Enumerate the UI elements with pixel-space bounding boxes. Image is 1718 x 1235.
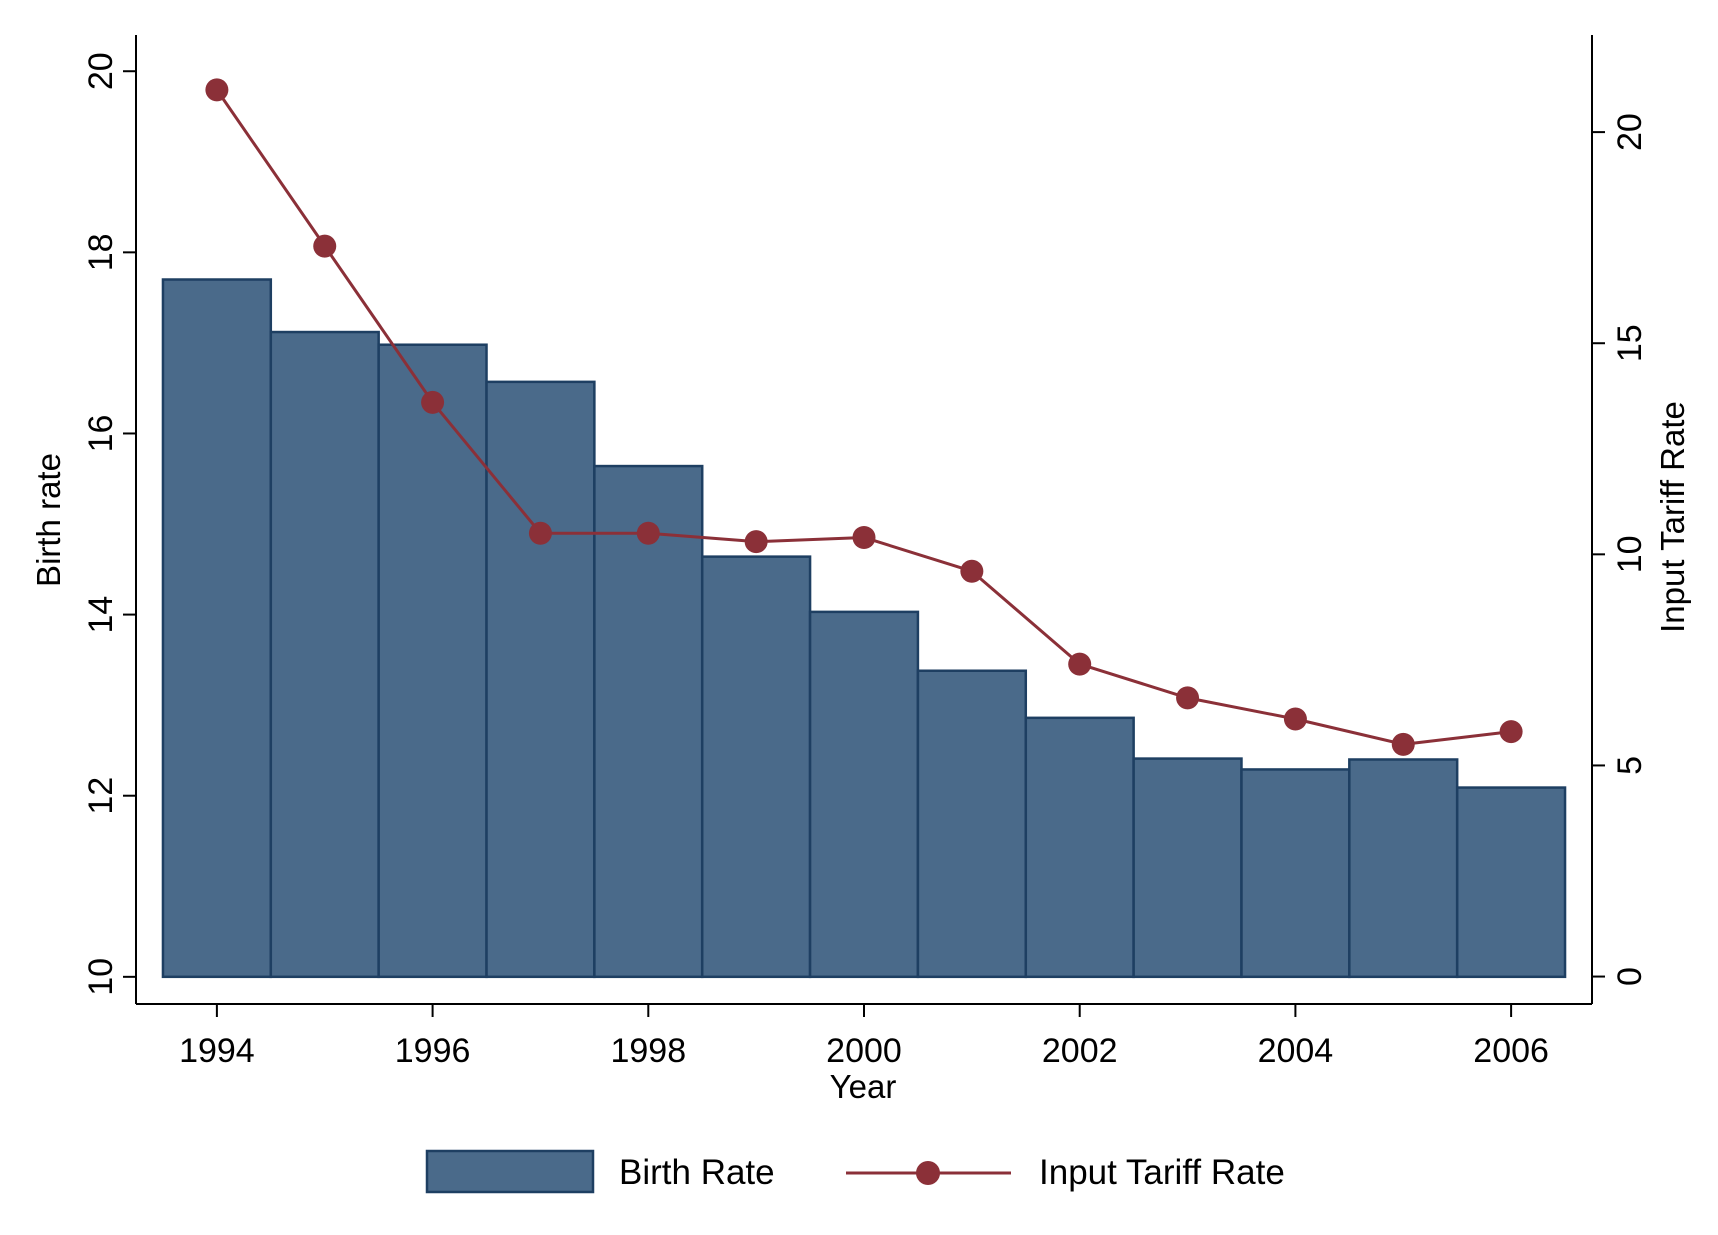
y2-tick-label-0: 0 [1611, 967, 1649, 986]
y-tick-label-14: 14 [82, 596, 120, 634]
point-input-tariff-1998 [636, 521, 660, 545]
point-input-tariff-2004 [1283, 707, 1307, 731]
bar-birth-rate-1994 [161, 278, 273, 979]
bar-birth-rate-2004 [1240, 768, 1351, 979]
point-input-tariff-2005 [1391, 732, 1415, 756]
bar-birth-rate-1998 [593, 464, 704, 979]
bar-birth-rate-2003 [1132, 757, 1243, 979]
x-axis-title: Year [830, 1068, 897, 1105]
x-tick-label-1998: 1998 [610, 1032, 686, 1070]
y2-tick-label-20: 20 [1611, 113, 1649, 151]
bar-birth-rate-1996 [377, 343, 488, 979]
y-axis-title: Birth rate [30, 453, 67, 587]
point-input-tariff-2002 [1068, 652, 1092, 676]
axes-layer: 10 12 14 16 18 20 0 5 10 15 20 1994 1996 1998 2000 2002… [82, 35, 1649, 1070]
line-layer [205, 78, 1523, 756]
y2-axis-title: Input Tariff Rate [1654, 401, 1691, 633]
bar-birth-rate-2005 [1348, 758, 1459, 979]
bar-birth-rate-2001 [916, 669, 1028, 979]
y-tick-label-16: 16 [82, 415, 120, 453]
bar-birth-rate-2002 [1024, 716, 1135, 979]
y2-tick-label-10: 10 [1611, 535, 1649, 573]
legend-label-birth-rate: Birth Rate [619, 1153, 775, 1192]
bar-birth-rate-1995 [269, 330, 380, 979]
point-input-tariff-1994 [205, 78, 229, 102]
point-input-tariff-2001 [960, 559, 984, 583]
bars-layer [161, 278, 1567, 979]
point-input-tariff-1999 [744, 530, 768, 554]
y-tick-label-12: 12 [82, 777, 120, 815]
y2-tick-label-5: 5 [1611, 756, 1649, 775]
x-tick-label-1994: 1994 [179, 1032, 255, 1070]
point-input-tariff-2003 [1176, 686, 1200, 710]
legend-swatch-birth-rate [425, 1149, 595, 1194]
legend-label-input-tariff: Input Tariff Rate [1039, 1153, 1285, 1192]
point-input-tariff-2000 [852, 525, 876, 549]
bar-birth-rate-2000 [808, 610, 920, 979]
legend-marker-input-tariff [916, 1161, 940, 1185]
bar-birth-rate-1999 [700, 555, 812, 979]
point-input-tariff-1996 [421, 390, 445, 414]
point-input-tariff-1995 [313, 234, 337, 258]
y-tick-label-10: 10 [82, 958, 120, 996]
bar-birth-rate-1997 [485, 380, 596, 979]
bar-birth-rate-2006 [1455, 786, 1567, 979]
x-tick-label-2004: 2004 [1258, 1032, 1334, 1070]
y-tick-label-18: 18 [82, 233, 120, 271]
x-tick-label-1996: 1996 [395, 1032, 471, 1070]
x-tick-label-2000: 2000 [826, 1032, 902, 1070]
legend: Birth Rate Input Tariff Rate [425, 1149, 1285, 1194]
y-tick-label-20: 20 [82, 52, 120, 90]
x-tick-label-2006: 2006 [1473, 1032, 1549, 1070]
y2-tick-label-15: 15 [1611, 324, 1649, 362]
x-tick-label-2002: 2002 [1042, 1032, 1118, 1070]
point-input-tariff-1997 [528, 521, 552, 545]
point-input-tariff-2006 [1499, 720, 1523, 744]
